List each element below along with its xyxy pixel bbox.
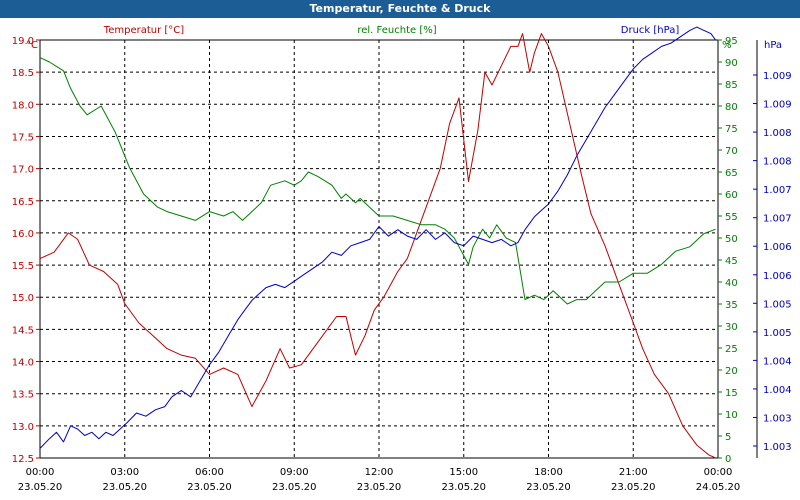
x-tick-date: 24.05.20 <box>696 482 741 493</box>
pressure-tick-label: 1.005 <box>763 299 792 310</box>
humidity-tick-label: 85 <box>725 80 738 91</box>
x-tick-date: 23.05.20 <box>441 482 486 493</box>
humidity-tick-label: 50 <box>725 234 738 245</box>
pressure-unit: hPa <box>764 40 782 51</box>
humidity-tick-label: 15 <box>725 388 738 399</box>
temperature-tick-label: 15.5 <box>12 261 34 272</box>
x-tick-date: 23.05.20 <box>611 482 656 493</box>
x-tick-time: 21:00 <box>619 467 648 478</box>
x-tick-date: 23.05.20 <box>187 482 232 493</box>
pressure-tick-label: 1.009 <box>763 100 792 111</box>
temperature-axis-label: Temperatur [°C] <box>103 25 184 36</box>
temperature-tick-label: 12.5 <box>12 454 34 465</box>
temperature-tick-label: 16.5 <box>12 197 34 208</box>
temperature-tick-label: 15.0 <box>12 293 34 304</box>
pressure-line <box>39 26 717 449</box>
pressure-tick-label: 1.003 <box>763 442 792 453</box>
humidity-axis-label: rel. Feuchte [%] <box>357 25 436 36</box>
humidity-tick-label: 45 <box>725 256 738 267</box>
series-lines <box>39 26 717 459</box>
x-tick-time: 12:00 <box>365 467 394 478</box>
pressure-tick-label: 1.007 <box>763 185 792 196</box>
pressure-tick-label: 1.006 <box>763 242 792 253</box>
temperature-tick-label: 18.5 <box>12 68 34 79</box>
x-tick-time: 06:00 <box>195 467 224 478</box>
plot-frame <box>39 39 719 459</box>
temperature-tick-label: 13.5 <box>12 390 34 401</box>
temperature-tick-label: 19.0 <box>12 36 34 47</box>
temperature-unit: °C <box>26 40 38 51</box>
humidity-tick-label: 70 <box>725 146 738 157</box>
temperature-tick-label: 16.0 <box>12 229 34 240</box>
temperature-tick-label: 14.0 <box>12 358 34 369</box>
x-tick-date: 23.05.20 <box>357 482 402 493</box>
humidity-unit: % <box>722 40 732 51</box>
x-tick-time: 00:00 <box>26 467 55 478</box>
humidity-tick-label: 10 <box>725 410 738 421</box>
pressure-tick-label: 1.007 <box>763 214 792 225</box>
pressure-axis-label: Druck [hPa] <box>621 25 680 36</box>
x-tick-date: 23.05.20 <box>18 482 63 493</box>
pressure-tick-label: 1.003 <box>763 413 792 424</box>
humidity-tick-label: 40 <box>725 278 738 289</box>
window-title: Temperatur, Feuchte & Druck <box>0 0 800 18</box>
humidity-tick-label: 90 <box>725 58 738 69</box>
temperature-tick-label: 13.0 <box>12 422 34 433</box>
temperature-tick-label: 17.0 <box>12 165 34 176</box>
x-tick-date: 23.05.20 <box>526 482 571 493</box>
humidity-tick-label: 25 <box>725 344 738 355</box>
x-tick-time: 03:00 <box>110 467 139 478</box>
pressure-tick-label: 1.005 <box>763 328 792 339</box>
pressure-tick-label: 1.004 <box>763 356 792 367</box>
humidity-tick-label: 30 <box>725 322 738 333</box>
humidity-tick-label: 95 <box>725 36 738 47</box>
pressure-tick-label: 1.009 <box>763 71 792 82</box>
x-tick-time: 09:00 <box>280 467 309 478</box>
humidity-tick-label: 20 <box>725 366 738 377</box>
humidity-tick-label: 5 <box>725 432 731 443</box>
x-tick-time: 00:00 <box>704 467 733 478</box>
humidity-line <box>39 57 716 305</box>
temperature-tick-label: 18.0 <box>12 100 34 111</box>
pressure-tick-label: 1.004 <box>763 385 792 396</box>
humidity-tick-label: 65 <box>725 168 738 179</box>
x-tick-date: 23.05.20 <box>102 482 147 493</box>
pressure-tick-label: 1.008 <box>763 128 792 139</box>
x-tick-date: 23.05.20 <box>272 482 317 493</box>
axes: 00:00 23.05.20 03:00 23.05.20 06:00 23.05.20 0… <box>12 36 792 493</box>
humidity-tick-label: 75 <box>725 124 738 135</box>
humidity-tick-label: 0 <box>725 454 731 465</box>
humidity-tick-label: 35 <box>725 300 738 311</box>
x-tick-time: 18:00 <box>534 467 563 478</box>
pressure-tick-label: 1.008 <box>763 157 792 168</box>
pressure-tick-label: 1.006 <box>763 271 792 282</box>
humidity-tick-label: 55 <box>725 212 738 223</box>
x-tick-time: 15:00 <box>449 467 478 478</box>
humidity-tick-label: 80 <box>725 102 738 113</box>
temperature-tick-label: 14.5 <box>12 325 34 336</box>
temperature-tick-label: 17.5 <box>12 132 34 143</box>
grid-lines <box>40 39 718 459</box>
humidity-tick-label: 60 <box>725 190 738 201</box>
temperature-line <box>39 33 716 459</box>
